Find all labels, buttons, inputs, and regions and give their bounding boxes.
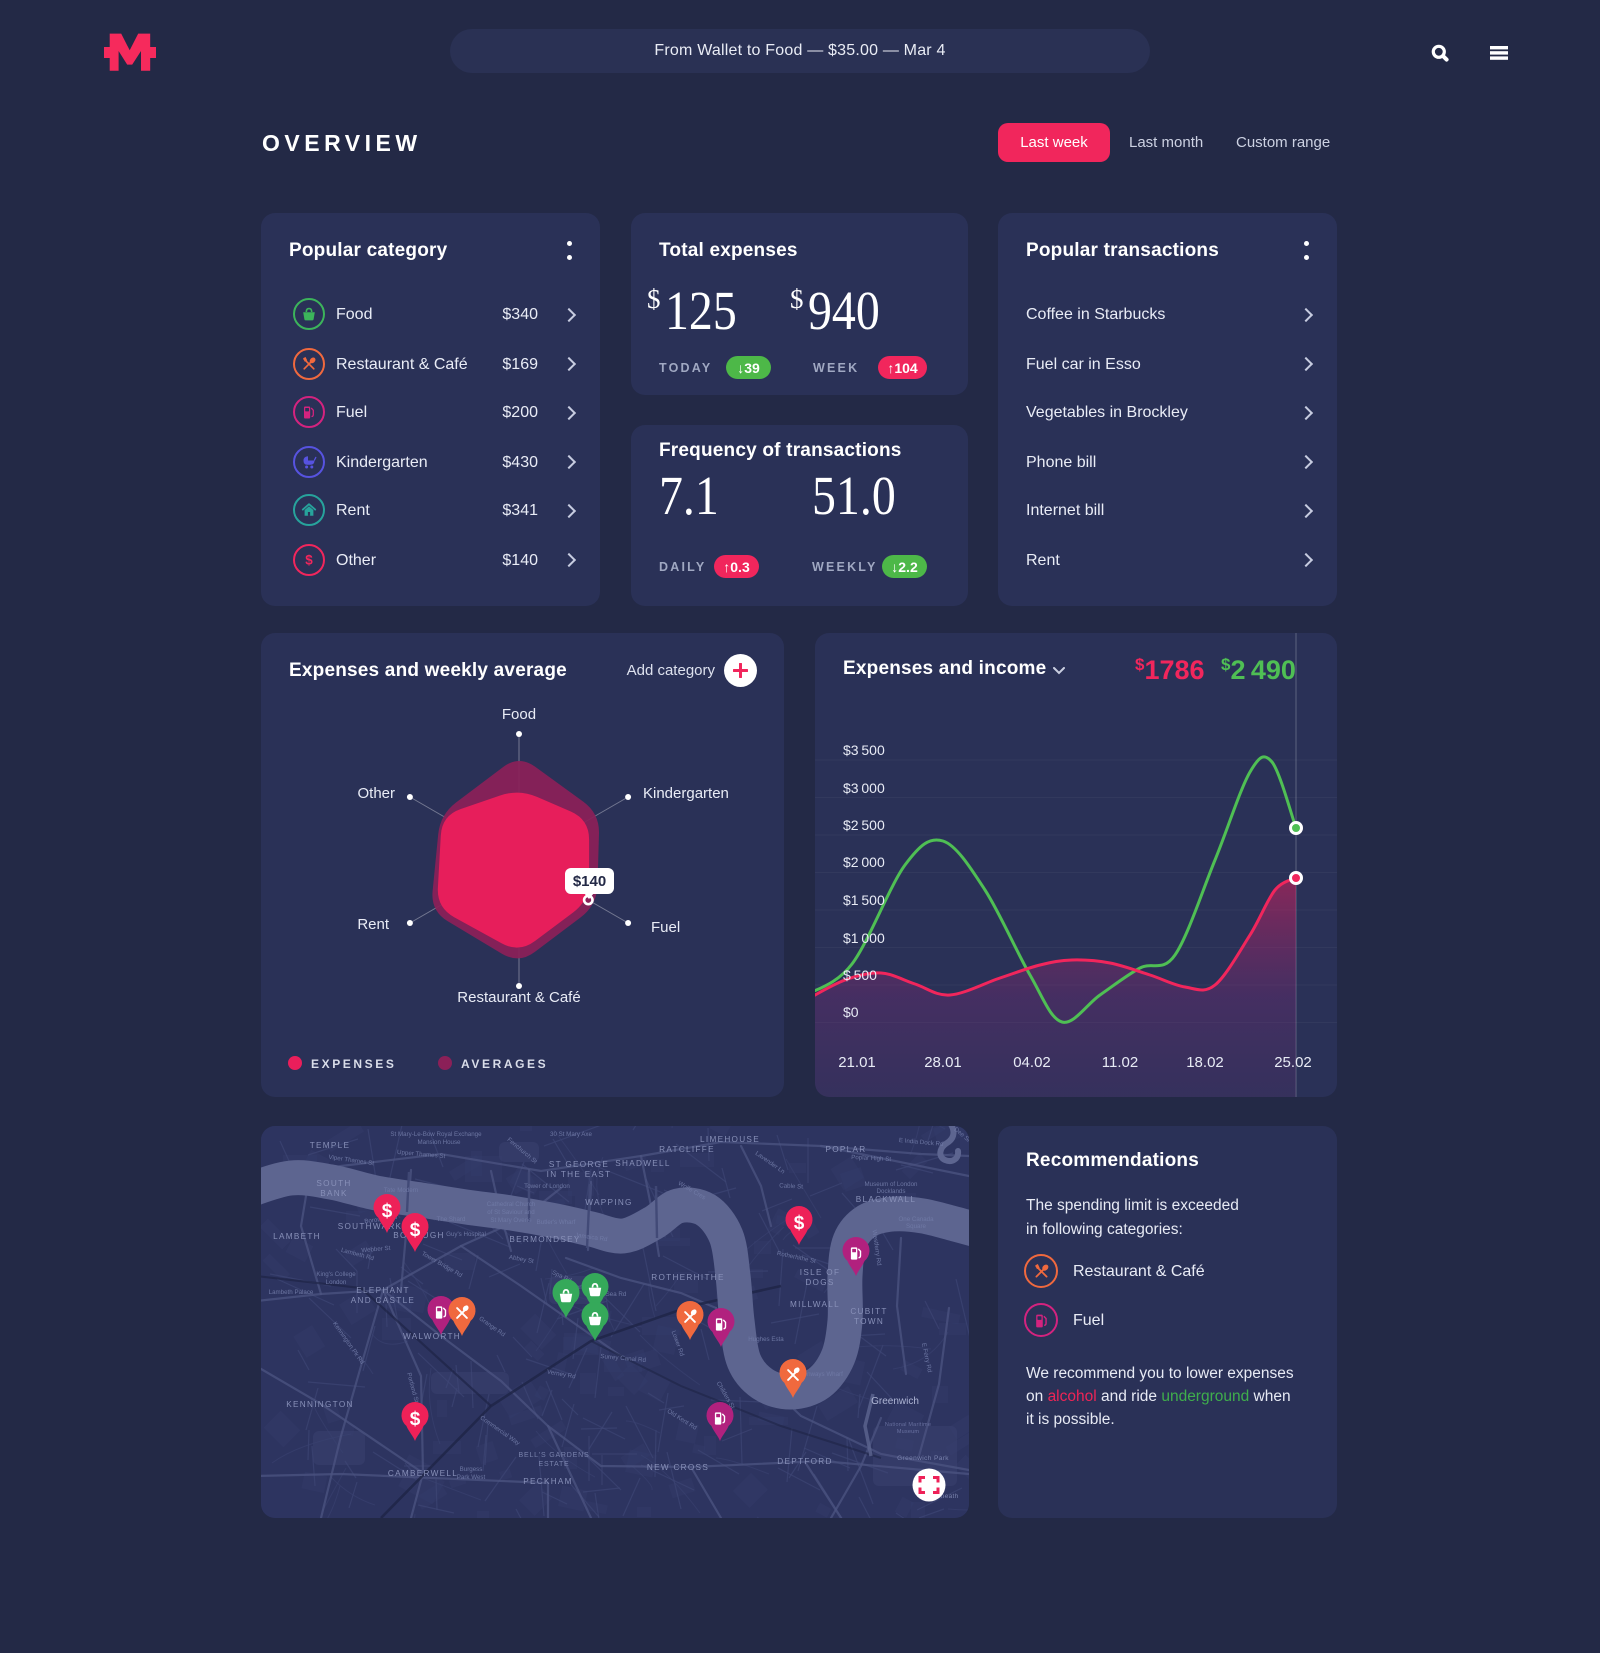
svg-text:ST GEORGE: ST GEORGE xyxy=(549,1160,609,1169)
svg-text:One Canada: One Canada xyxy=(898,1216,934,1223)
svg-text:E India Dock Rd: E India Dock Rd xyxy=(899,1137,945,1148)
svg-text:CUBITT: CUBITT xyxy=(850,1307,887,1316)
svg-text:BANK: BANK xyxy=(320,1189,348,1198)
svg-text:National Maritime: National Maritime xyxy=(885,1422,931,1428)
svg-text:Butler's Wharf: Butler's Wharf xyxy=(537,1219,576,1226)
svg-text:SOUTH: SOUTH xyxy=(316,1179,351,1188)
svg-text:LIMEHOUSE: LIMEHOUSE xyxy=(700,1135,760,1144)
svg-text:Square: Square xyxy=(906,1223,927,1230)
svg-text:TOWN: TOWN xyxy=(854,1317,884,1326)
svg-text:DEPTFORD: DEPTFORD xyxy=(777,1457,832,1466)
svg-text:Abbey St: Abbey St xyxy=(508,1254,534,1265)
svg-text:RATCLIFFE: RATCLIFFE xyxy=(659,1145,715,1154)
svg-text:WAPPING: WAPPING xyxy=(585,1198,632,1207)
svg-text:Greenwich Park: Greenwich Park xyxy=(897,1455,949,1462)
svg-text:ESTATE: ESTATE xyxy=(539,1461,570,1468)
svg-text:King's College: King's College xyxy=(316,1271,356,1278)
svg-text:St Mary Overie: St Mary Overie xyxy=(490,1217,532,1224)
svg-text:KENNINGTON: KENNINGTON xyxy=(286,1400,353,1409)
svg-text:Jamaica Rd: Jamaica Rd xyxy=(575,1232,609,1244)
svg-text:MILLWALL: MILLWALL xyxy=(790,1300,840,1309)
svg-text:of St Saviour and: of St Saviour and xyxy=(487,1209,535,1216)
svg-text:Sea Rd: Sea Rd xyxy=(606,1291,627,1298)
svg-text:POPLAR: POPLAR xyxy=(825,1145,866,1154)
svg-text:ISLE OF: ISLE OF xyxy=(800,1268,841,1277)
svg-text:ELEPHANT: ELEPHANT xyxy=(356,1286,410,1295)
svg-text:Blackheath: Blackheath xyxy=(923,1493,958,1500)
svg-text:ROTHERHITHE: ROTHERHITHE xyxy=(651,1273,724,1282)
svg-text:SOUTHWARK: SOUTHWARK xyxy=(338,1222,403,1231)
svg-text:Tate Modern: Tate Modern xyxy=(384,1187,419,1194)
svg-text:PECKHAM: PECKHAM xyxy=(523,1477,573,1486)
svg-text:Docklands: Docklands xyxy=(877,1188,906,1195)
svg-text:Mansion House: Mansion House xyxy=(418,1139,462,1146)
svg-text:TEMPLE: TEMPLE xyxy=(310,1141,351,1150)
svg-text:CAMBERWELL: CAMBERWELL xyxy=(388,1469,458,1478)
svg-text:Cable St: Cable St xyxy=(779,1182,803,1190)
svg-text:Hughes Esta: Hughes Esta xyxy=(748,1336,784,1343)
svg-text:Upper Thames St: Upper Thames St xyxy=(397,1149,446,1160)
svg-text:Museum of London: Museum of London xyxy=(865,1181,919,1188)
svg-text:BERMONDSEY: BERMONDSEY xyxy=(509,1235,580,1244)
svg-text:Guy's Hospital: Guy's Hospital xyxy=(446,1231,486,1238)
svg-text:Museum: Museum xyxy=(897,1429,920,1435)
svg-text:Surrey Canal Rd: Surrey Canal Rd xyxy=(600,1353,647,1364)
svg-text:Park West: Park West xyxy=(457,1474,486,1481)
svg-text:BLACKWALL: BLACKWALL xyxy=(856,1195,917,1204)
svg-text:AND CASTLE: AND CASTLE xyxy=(351,1296,415,1305)
svg-text:London: London xyxy=(326,1279,347,1286)
svg-text:The Shard: The Shard xyxy=(437,1216,466,1223)
svg-text:IN THE EAST: IN THE EAST xyxy=(547,1170,612,1179)
svg-text:Lambeth Palace: Lambeth Palace xyxy=(269,1289,314,1296)
svg-text:Cathedral Church: Cathedral Church xyxy=(487,1201,536,1208)
svg-text:LAMBETH: LAMBETH xyxy=(273,1232,321,1241)
svg-text:Greenwich: Greenwich xyxy=(871,1396,919,1407)
svg-text:St Mary-Le-Bow Royal Exchange: St Mary-Le-Bow Royal Exchange xyxy=(390,1131,482,1138)
svg-text:30 St Mary Axe: 30 St Mary Axe xyxy=(550,1131,593,1138)
svg-text:SHADWELL: SHADWELL xyxy=(615,1159,670,1168)
svg-text:Conways Wharf: Conways Wharf xyxy=(799,1371,843,1378)
svg-text:DOGS: DOGS xyxy=(805,1278,834,1287)
svg-text:Poplar High St: Poplar High St xyxy=(851,1154,891,1163)
svg-text:Tower of London: Tower of London xyxy=(524,1183,570,1190)
svg-text:Webber St: Webber St xyxy=(361,1245,391,1255)
svg-text:$: $ xyxy=(305,553,313,568)
svg-text:Burgess: Burgess xyxy=(460,1466,483,1473)
svg-text:BELL'S GARDENS: BELL'S GARDENS xyxy=(519,1452,590,1459)
svg-text:WALWORTH: WALWORTH xyxy=(403,1332,461,1341)
svg-text:NEW CROSS: NEW CROSS xyxy=(647,1463,709,1472)
